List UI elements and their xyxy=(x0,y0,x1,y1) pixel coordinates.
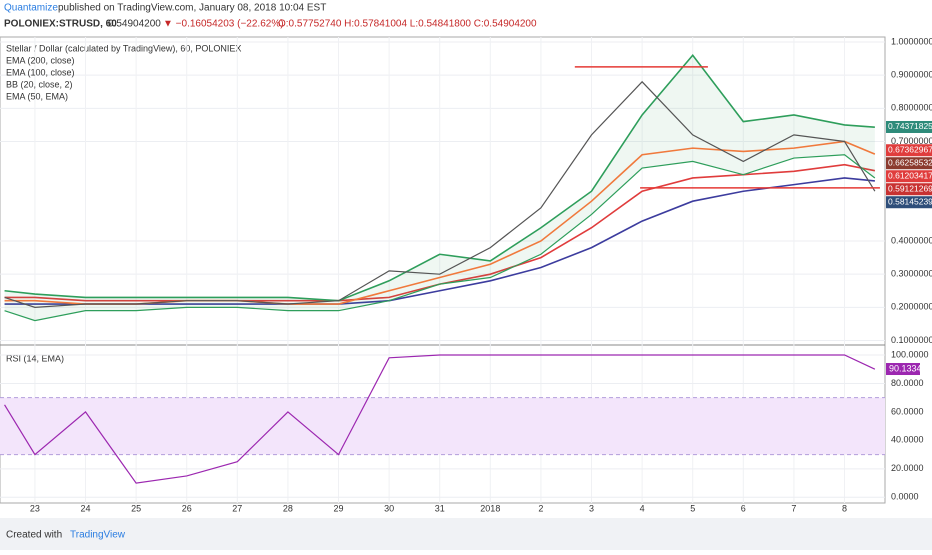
ohlc: O:0.57752740 H:0.57841004 L:0.54841800 C… xyxy=(278,19,537,30)
price-badge xyxy=(886,196,932,209)
bb-lower xyxy=(4,154,876,322)
rsi-badge xyxy=(886,363,920,376)
price-badge-label: 0.66258532 xyxy=(888,157,932,167)
x-tick-label: 3 xyxy=(589,503,594,513)
y-tick-label: 0.0000 xyxy=(891,492,919,502)
price-badge xyxy=(886,144,932,157)
series-line xyxy=(4,354,876,484)
x-tick-label: 6 xyxy=(741,503,746,513)
y-tick-label: 20.0000 xyxy=(891,463,924,473)
y-tick-label: 40.0000 xyxy=(891,435,924,445)
y-tick-label: 1.00000000 xyxy=(891,36,932,46)
price-badge-label: 0.74371825 xyxy=(888,121,932,131)
price-badge-label: 0.67362967 xyxy=(888,144,932,154)
x-tick-label: 23 xyxy=(30,503,40,513)
rsi-band xyxy=(0,397,885,455)
pane-title: Stellar / Dollar (calculated by TradingV… xyxy=(6,43,241,53)
price-badge xyxy=(886,157,932,170)
frame xyxy=(0,36,886,504)
x-tick-label: 5 xyxy=(690,503,695,513)
x-tick-label: 30 xyxy=(384,503,394,513)
rsi-badge-label: 90.1334 xyxy=(889,363,922,373)
y-tick-label: 0.90000000 xyxy=(891,70,932,80)
change: ▼ −0.16054203 (−22.62%) xyxy=(163,19,284,30)
x-tick-label: 27 xyxy=(232,503,242,513)
y-tick-label: 60.0000 xyxy=(891,406,924,416)
published: published on TradingView.com, January 08… xyxy=(58,3,326,14)
price-badge xyxy=(886,120,932,133)
x-tick-label: 2018 xyxy=(480,503,500,513)
x-tick-label: 26 xyxy=(182,503,192,513)
x-tick-label: 31 xyxy=(435,503,445,513)
footer-created: Created with xyxy=(6,530,62,541)
x-tick-label: 29 xyxy=(334,503,344,513)
x-tick-label: 2 xyxy=(538,503,543,513)
series-line xyxy=(4,53,875,302)
price-badge-label: 0.58145239 xyxy=(888,196,932,206)
bb-fill xyxy=(4,55,875,321)
x-tick-label: 24 xyxy=(81,503,91,513)
series-line xyxy=(4,80,876,308)
footer-bar xyxy=(0,518,932,550)
y-tick-label: 100.0000 xyxy=(891,349,929,359)
price-badge xyxy=(886,170,932,183)
footer-brand[interactable]: TradingView xyxy=(70,530,126,541)
legend-entry: BB (20, close, 2) xyxy=(6,79,73,89)
x-tick-label: 25 xyxy=(131,503,141,513)
price-badge-label: 0.61203417 xyxy=(888,170,932,180)
x-tick-label: 28 xyxy=(283,503,293,513)
author[interactable]: Quantamize xyxy=(4,3,58,14)
last: 0.54904200 xyxy=(108,19,161,30)
y-tick-label: 80.0000 xyxy=(891,378,924,388)
x-tick-label: 8 xyxy=(842,503,847,513)
symbol: POLONIEX:STRUSD, 60 xyxy=(4,19,117,30)
legend-entry: EMA (200, close) xyxy=(6,55,75,65)
legend-entry: EMA (50, EMA) xyxy=(6,91,68,101)
price-badge xyxy=(886,183,932,196)
pane-title: RSI (14, EMA) xyxy=(6,353,64,363)
legend-entry: EMA (100, close) xyxy=(6,67,75,77)
x-tick-label: 7 xyxy=(791,503,796,513)
x-tick-label: 4 xyxy=(640,503,645,513)
price-badge-label: 0.59121269 xyxy=(888,183,932,193)
